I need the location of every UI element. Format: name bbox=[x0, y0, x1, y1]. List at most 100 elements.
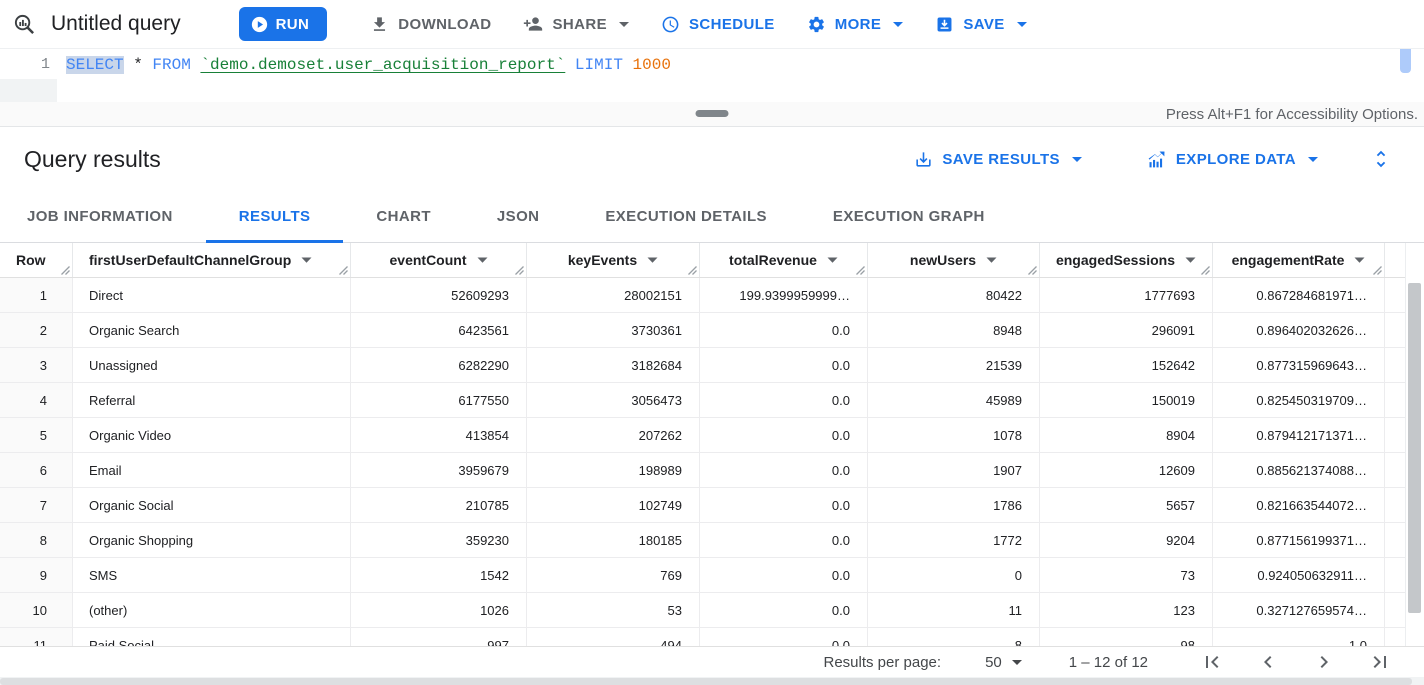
download-button[interactable]: DOWNLOAD bbox=[370, 0, 491, 48]
last-page-button[interactable] bbox=[1352, 650, 1408, 674]
share-button[interactable]: SHARE bbox=[523, 0, 629, 48]
cell: 0.0 bbox=[700, 348, 868, 382]
horizontal-scrollbar[interactable] bbox=[0, 677, 1424, 685]
sort-caret-icon[interactable] bbox=[301, 257, 312, 263]
cell: 1078 bbox=[868, 418, 1040, 452]
cell: 0.0 bbox=[700, 628, 868, 646]
editor-results-splitter: Press Alt+F1 for Accessibility Options. bbox=[0, 102, 1424, 127]
cell: 1786 bbox=[868, 488, 1040, 522]
sql-code-line[interactable]: SELECT * FROM `demo.demoset.user_acquisi… bbox=[66, 56, 671, 74]
schedule-button[interactable]: SCHEDULE bbox=[661, 0, 775, 48]
cell: 21539 bbox=[868, 348, 1040, 382]
cell: 6423561 bbox=[351, 313, 527, 347]
column-header-newUsers[interactable]: newUsers bbox=[868, 243, 1040, 277]
cell: 8904 bbox=[1040, 418, 1213, 452]
table-row: 5 Organic Video 413854 207262 0.0 1078 8904 0.8… bbox=[0, 418, 1424, 453]
chevron-down-icon bbox=[893, 21, 904, 27]
column-header-engagementRate[interactable]: engagementRate bbox=[1213, 243, 1385, 277]
sort-caret-icon[interactable] bbox=[986, 257, 997, 263]
results-title: Query results bbox=[24, 145, 161, 172]
table-vertical-scrollbar[interactable] bbox=[1405, 243, 1424, 646]
cell: 198989 bbox=[527, 453, 700, 487]
cell: 1772 bbox=[868, 523, 1040, 557]
tab-json[interactable]: JSON bbox=[496, 208, 540, 225]
column-header-eventCount[interactable]: eventCount bbox=[351, 243, 527, 277]
column-resize-grip[interactable] bbox=[1373, 266, 1382, 275]
explore-data-button[interactable]: EXPLORE DATA bbox=[1146, 149, 1318, 170]
cell: 0 bbox=[868, 558, 1040, 592]
download-label: DOWNLOAD bbox=[398, 15, 492, 33]
sort-caret-icon[interactable] bbox=[477, 257, 488, 263]
cell: 3730361 bbox=[527, 313, 700, 347]
row-number: 7 bbox=[0, 488, 73, 522]
tab-execution-graph[interactable]: EXECUTION GRAPH bbox=[832, 208, 985, 225]
next-page-button[interactable] bbox=[1296, 650, 1352, 674]
query-tab-icon bbox=[13, 13, 36, 36]
first-page-button[interactable] bbox=[1184, 650, 1240, 674]
column-header-totalRevenue[interactable]: totalRevenue bbox=[700, 243, 868, 277]
sql-token: * bbox=[123, 56, 153, 74]
cell: 8 bbox=[868, 628, 1040, 646]
column-resize-grip[interactable] bbox=[688, 266, 697, 275]
line-number: 1 bbox=[40, 56, 50, 73]
column-resize-grip[interactable] bbox=[61, 266, 70, 275]
run-button[interactable]: RUN bbox=[238, 7, 328, 41]
table-row: 9 SMS 1542 769 0.0 0 73 0.924050632911… bbox=[0, 558, 1424, 593]
tab-chart[interactable]: CHART bbox=[376, 208, 431, 225]
cell: 1542 bbox=[351, 558, 527, 592]
cell: 53 bbox=[527, 593, 700, 627]
sort-caret-icon[interactable] bbox=[827, 257, 838, 263]
cell: 207262 bbox=[527, 418, 700, 452]
column-resize-grip[interactable] bbox=[515, 266, 524, 275]
tab-job-information[interactable]: JOB INFORMATION bbox=[27, 208, 173, 225]
table-row: 4 Referral 6177550 3056473 0.0 45989 150019 0.8… bbox=[0, 383, 1424, 418]
cell: 0.896402032626… bbox=[1213, 313, 1385, 347]
table-row: 3 Unassigned 6282290 3182684 0.0 21539 152642 0… bbox=[0, 348, 1424, 383]
column-header-keyEvents[interactable]: keyEvents bbox=[527, 243, 700, 277]
cell: 1026 bbox=[351, 593, 527, 627]
page-size-select[interactable]: 50 bbox=[985, 654, 1022, 671]
editor-scrollbar[interactable] bbox=[1400, 49, 1411, 73]
cell: 0.877315969643… bbox=[1213, 348, 1385, 382]
previous-page-button[interactable] bbox=[1240, 650, 1296, 674]
table-header-row: Row firstUserDefaultChannelGroup eventCoun… bbox=[0, 243, 1424, 278]
download-tray-icon bbox=[914, 150, 933, 169]
cell: 80422 bbox=[868, 278, 1040, 312]
cell: 73 bbox=[1040, 558, 1213, 592]
more-button[interactable]: MORE bbox=[807, 0, 904, 48]
horizontal-scrollbar-thumb[interactable] bbox=[0, 678, 1412, 685]
sort-caret-icon[interactable] bbox=[1354, 257, 1365, 263]
save-results-label: SAVE RESULTS bbox=[942, 150, 1060, 168]
save-label: SAVE bbox=[963, 15, 1005, 33]
chevron-down-icon bbox=[1016, 21, 1027, 27]
column-header-firstUserDefaultChannelGroup[interactable]: firstUserDefaultChannelGroup bbox=[73, 243, 351, 277]
sort-caret-icon[interactable] bbox=[1185, 257, 1196, 263]
cell: 102749 bbox=[527, 488, 700, 522]
save-button[interactable]: SAVE bbox=[935, 0, 1027, 48]
column-resize-grip[interactable] bbox=[856, 266, 865, 275]
first-page-icon bbox=[1200, 650, 1224, 674]
save-results-button[interactable]: SAVE RESULTS bbox=[914, 150, 1082, 169]
tab-execution-details[interactable]: EXECUTION DETAILS bbox=[605, 208, 767, 225]
column-resize-grip[interactable] bbox=[1028, 266, 1037, 275]
table-row: 6 Email 3959679 198989 0.0 1907 12609 0.8856213… bbox=[0, 453, 1424, 488]
column-label: engagedSessions bbox=[1055, 252, 1176, 268]
expand-results-button[interactable] bbox=[1370, 148, 1392, 170]
cell: Email bbox=[73, 453, 351, 487]
tab-results[interactable]: RESULTS bbox=[205, 191, 344, 243]
cell: Organic Video bbox=[73, 418, 351, 452]
column-header-engagedSessions[interactable]: engagedSessions bbox=[1040, 243, 1213, 277]
share-label: SHARE bbox=[552, 15, 607, 33]
column-resize-grip[interactable] bbox=[339, 266, 348, 275]
splitter-drag-handle[interactable] bbox=[695, 110, 729, 117]
chevron-down-icon bbox=[1071, 156, 1082, 162]
column-resize-grip[interactable] bbox=[1201, 266, 1210, 275]
sql-editor[interactable]: 1 SELECT * FROM `demo.demoset.user_acqui… bbox=[0, 49, 1424, 102]
cell: 1907 bbox=[868, 453, 1040, 487]
cell: 0.0 bbox=[700, 383, 868, 417]
cell: 98 bbox=[1040, 628, 1213, 646]
vertical-scrollbar-thumb[interactable] bbox=[1408, 283, 1421, 613]
cell: 0.327127659574… bbox=[1213, 593, 1385, 627]
cell: 152642 bbox=[1040, 348, 1213, 382]
sort-caret-icon[interactable] bbox=[647, 257, 658, 263]
